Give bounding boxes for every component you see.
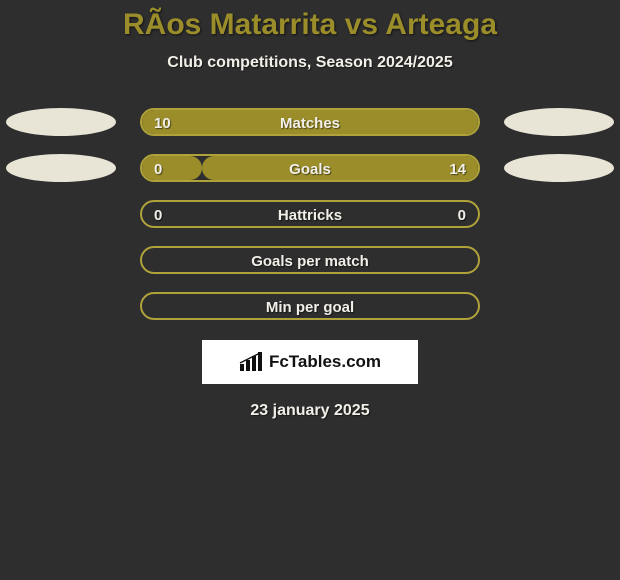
comparison-infographic: RÃ­os Matarrita vs Arteaga Club competit…: [0, 0, 620, 580]
stat-row: Min per goal: [0, 292, 620, 320]
subtitle: Club competitions, Season 2024/2025: [0, 54, 620, 72]
stat-right-value: 14: [449, 156, 466, 182]
player-left-oval: [6, 154, 116, 182]
stat-row: 0 Hattricks 0: [0, 200, 620, 228]
stat-label: Goals per match: [142, 248, 478, 274]
stat-label: Hattricks: [142, 202, 478, 228]
brand-text: FcTables.com: [269, 352, 381, 372]
stat-label: Matches: [142, 110, 478, 136]
stat-label: Min per goal: [142, 294, 478, 320]
stat-bar: Min per goal: [140, 292, 480, 320]
stat-bar: 10 Matches: [140, 108, 480, 136]
stat-rows: 10 Matches 0 Goals 14 0 Hattr: [0, 108, 620, 320]
stat-bar: 0 Hattricks 0: [140, 200, 480, 228]
bar-chart-icon: [239, 352, 263, 372]
stat-bar: Goals per match: [140, 246, 480, 274]
player-right-oval: [504, 108, 614, 136]
stat-row: 0 Goals 14: [0, 154, 620, 182]
stat-bar: 0 Goals 14: [140, 154, 480, 182]
stat-label: Goals: [142, 156, 478, 182]
date-text: 23 january 2025: [0, 402, 620, 420]
stat-row: 10 Matches: [0, 108, 620, 136]
player-left-oval: [6, 108, 116, 136]
player-right-oval: [504, 154, 614, 182]
stat-row: Goals per match: [0, 246, 620, 274]
stat-right-value: 0: [458, 202, 466, 228]
brand-badge: FcTables.com: [202, 340, 418, 384]
page-title: RÃ­os Matarrita vs Arteaga: [0, 0, 620, 42]
